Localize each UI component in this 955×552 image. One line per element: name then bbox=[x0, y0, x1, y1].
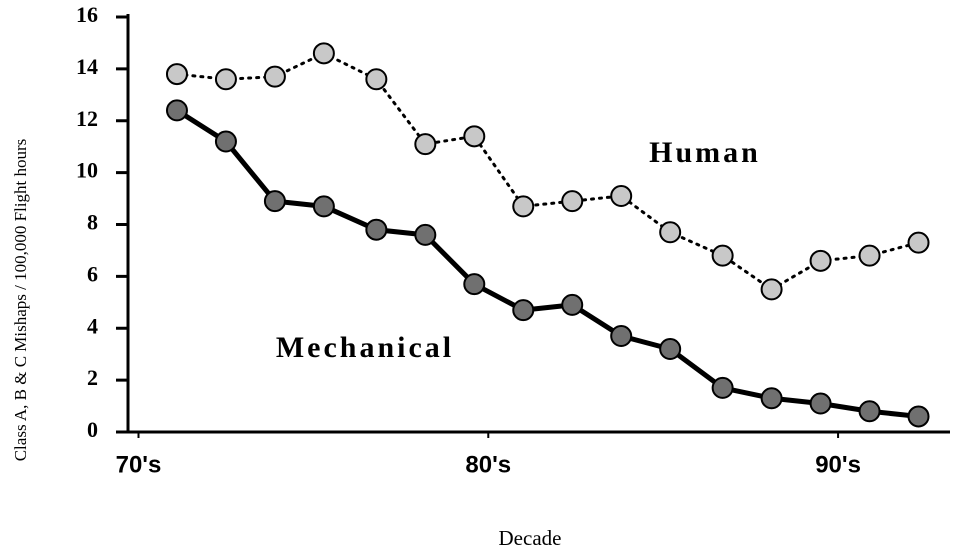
point bbox=[165, 63, 188, 86]
point bbox=[711, 244, 734, 267]
point bbox=[858, 244, 881, 267]
point bbox=[659, 221, 682, 244]
point bbox=[561, 293, 584, 316]
y-tick-label: 0 bbox=[87, 417, 98, 442]
x-axis-label: Decade bbox=[499, 526, 562, 550]
point bbox=[365, 218, 388, 241]
point bbox=[610, 325, 633, 348]
x-tick-label: 90's bbox=[815, 451, 861, 478]
point bbox=[312, 195, 335, 218]
y-tick-label: 6 bbox=[87, 261, 98, 286]
point bbox=[512, 195, 535, 218]
point bbox=[312, 42, 335, 65]
point bbox=[907, 231, 930, 254]
x-tick-label: 70's bbox=[116, 451, 162, 478]
point bbox=[659, 338, 682, 360]
point bbox=[561, 190, 584, 213]
point bbox=[414, 133, 437, 156]
point bbox=[214, 130, 237, 153]
point bbox=[760, 278, 783, 301]
point bbox=[263, 190, 286, 213]
y-tick-label: 2 bbox=[87, 365, 98, 390]
y-tick-label: 4 bbox=[87, 313, 98, 338]
point bbox=[512, 299, 535, 322]
point bbox=[165, 99, 188, 122]
point bbox=[760, 387, 783, 410]
point bbox=[809, 392, 832, 415]
x-tick-label: 80's bbox=[465, 451, 511, 478]
point bbox=[858, 400, 881, 423]
annotation: Human bbox=[649, 136, 761, 169]
point bbox=[711, 376, 734, 399]
point bbox=[263, 65, 286, 88]
y-tick-label: 14 bbox=[76, 54, 98, 79]
point bbox=[610, 184, 633, 207]
y-tick-label: 10 bbox=[76, 158, 98, 183]
point bbox=[907, 405, 930, 428]
point bbox=[463, 273, 486, 296]
y-axis-label: Class A, B & C Mishaps / 100,000 Flight … bbox=[11, 139, 30, 462]
point bbox=[809, 249, 832, 272]
series-line bbox=[174, 107, 922, 419]
y-tick-label: 12 bbox=[76, 106, 98, 131]
annotation: Mechanical bbox=[276, 331, 454, 364]
series-line bbox=[175, 51, 921, 291]
y-tick-label: 16 bbox=[76, 2, 98, 27]
point bbox=[414, 223, 437, 246]
y-tick-label: 8 bbox=[87, 210, 98, 235]
point bbox=[365, 68, 388, 91]
point bbox=[463, 125, 486, 148]
point bbox=[214, 68, 237, 91]
